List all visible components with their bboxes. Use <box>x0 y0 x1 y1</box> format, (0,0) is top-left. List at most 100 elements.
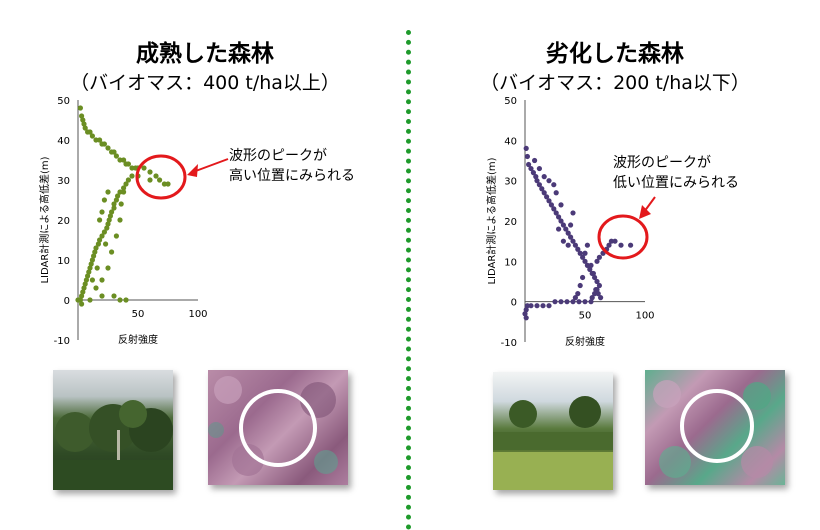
data-point <box>585 243 590 248</box>
data-point <box>532 158 537 163</box>
data-point <box>78 105 83 110</box>
data-point <box>97 217 102 222</box>
forest-photo <box>493 372 613 490</box>
annotation-text: 波形のピークが <box>229 148 327 164</box>
y-axis-label: LIDAR計測による高低差(m) <box>485 157 498 284</box>
data-point <box>165 181 170 186</box>
data-point <box>537 166 542 171</box>
data-point <box>618 243 623 248</box>
data-point <box>582 299 587 304</box>
data-point <box>524 146 529 151</box>
data-point <box>121 189 126 194</box>
highlight-circle <box>241 391 315 465</box>
y-tick-label: 50 <box>504 96 517 107</box>
data-point <box>153 173 158 178</box>
data-point <box>628 243 633 248</box>
annotation-text: 高い位置にみられる <box>229 167 355 184</box>
data-point <box>87 297 92 302</box>
annotation-arrowhead <box>187 164 198 177</box>
forest-photo-icon <box>493 372 613 490</box>
y-tick-label: 40 <box>504 136 517 147</box>
data-point <box>561 239 566 244</box>
y-tick-label: 20 <box>57 216 70 227</box>
data-point <box>580 275 585 280</box>
data-point <box>95 265 100 270</box>
data-point <box>578 283 583 288</box>
data-point <box>588 299 593 304</box>
data-point <box>105 189 110 194</box>
annotation-arrow <box>193 159 228 172</box>
data-point <box>556 226 561 231</box>
data-point <box>157 177 162 182</box>
y-tick-label: -10 <box>501 338 517 349</box>
x-axis-label: 反射強度 <box>118 333 158 346</box>
data-point <box>534 303 539 308</box>
data-point <box>551 182 556 187</box>
y-axis-label: LIDAR計測による高低差(m) <box>38 156 51 283</box>
panel-degraded-forest: 劣化した森林 （バイオマス：200 t/ha以下） -10 0 10 20 30 40 50… <box>410 0 820 530</box>
data-point <box>79 301 84 306</box>
data-point <box>102 197 107 202</box>
data-point <box>558 299 563 304</box>
data-point <box>105 145 110 150</box>
data-point <box>119 201 124 206</box>
data-point <box>90 277 95 282</box>
data-point <box>114 153 119 158</box>
y-tick-label: 30 <box>504 177 517 188</box>
scatter-chart-degraded: -10 0 10 20 30 40 50 50 100 反射強度 LIDAR計測による高低差(m) 波… <box>410 0 820 350</box>
data-point <box>75 297 80 302</box>
data-point <box>542 174 547 179</box>
data-point <box>99 293 104 298</box>
data-point <box>540 303 545 308</box>
peak-highlight-circle <box>137 156 185 198</box>
aerial-image <box>645 370 785 485</box>
annotation-text: 波形のピークが <box>613 155 711 171</box>
data-point <box>126 161 131 166</box>
y-tick-label: 20 <box>504 217 517 228</box>
data-point <box>546 303 551 308</box>
forest-photo-icon <box>53 370 173 490</box>
data-point <box>99 277 104 282</box>
y-tick-label: 0 <box>64 296 70 307</box>
data-point <box>109 249 114 254</box>
data-point <box>568 222 573 227</box>
data-point <box>99 209 104 214</box>
data-point <box>591 271 596 276</box>
data-point <box>525 154 530 159</box>
data-point <box>102 141 107 146</box>
aerial-image <box>208 370 348 485</box>
data-point <box>90 133 95 138</box>
x-tick-label: 100 <box>188 309 207 320</box>
forest-photo <box>53 370 173 490</box>
data-point <box>588 263 593 268</box>
panel-mature-forest: 成熟した森林 （バイオマス：400 t/ha以上） -10 0 10 20 30 40 50… <box>0 0 410 530</box>
data-point <box>612 239 617 244</box>
data-point <box>570 210 575 215</box>
x-tick-label: 100 <box>635 311 654 322</box>
annotation-text: 低い位置にみられる <box>613 175 739 191</box>
data-point <box>566 243 571 248</box>
data-point <box>564 299 569 304</box>
data-point <box>129 173 134 178</box>
y-tick-label: -10 <box>54 336 70 347</box>
highlight-circle <box>682 391 752 461</box>
aerial-image-icon <box>645 370 785 485</box>
data-point <box>117 297 122 302</box>
data-point <box>117 217 122 222</box>
data-point <box>147 169 152 174</box>
x-tick-label: 50 <box>579 311 592 322</box>
data-point <box>93 285 98 290</box>
data-point <box>552 299 557 304</box>
x-axis-label: 反射強度 <box>565 335 605 348</box>
data-point <box>123 297 128 302</box>
x-tick-label: 50 <box>132 309 145 320</box>
data-point <box>546 178 551 183</box>
y-tick-label: 40 <box>57 136 70 147</box>
y-tick-label: 0 <box>511 298 517 309</box>
data-point <box>114 233 119 238</box>
data-point <box>573 295 578 300</box>
data-point <box>111 293 116 298</box>
y-tick-label: 10 <box>57 256 70 267</box>
data-point <box>576 299 581 304</box>
annotation-arrowhead <box>639 205 651 219</box>
